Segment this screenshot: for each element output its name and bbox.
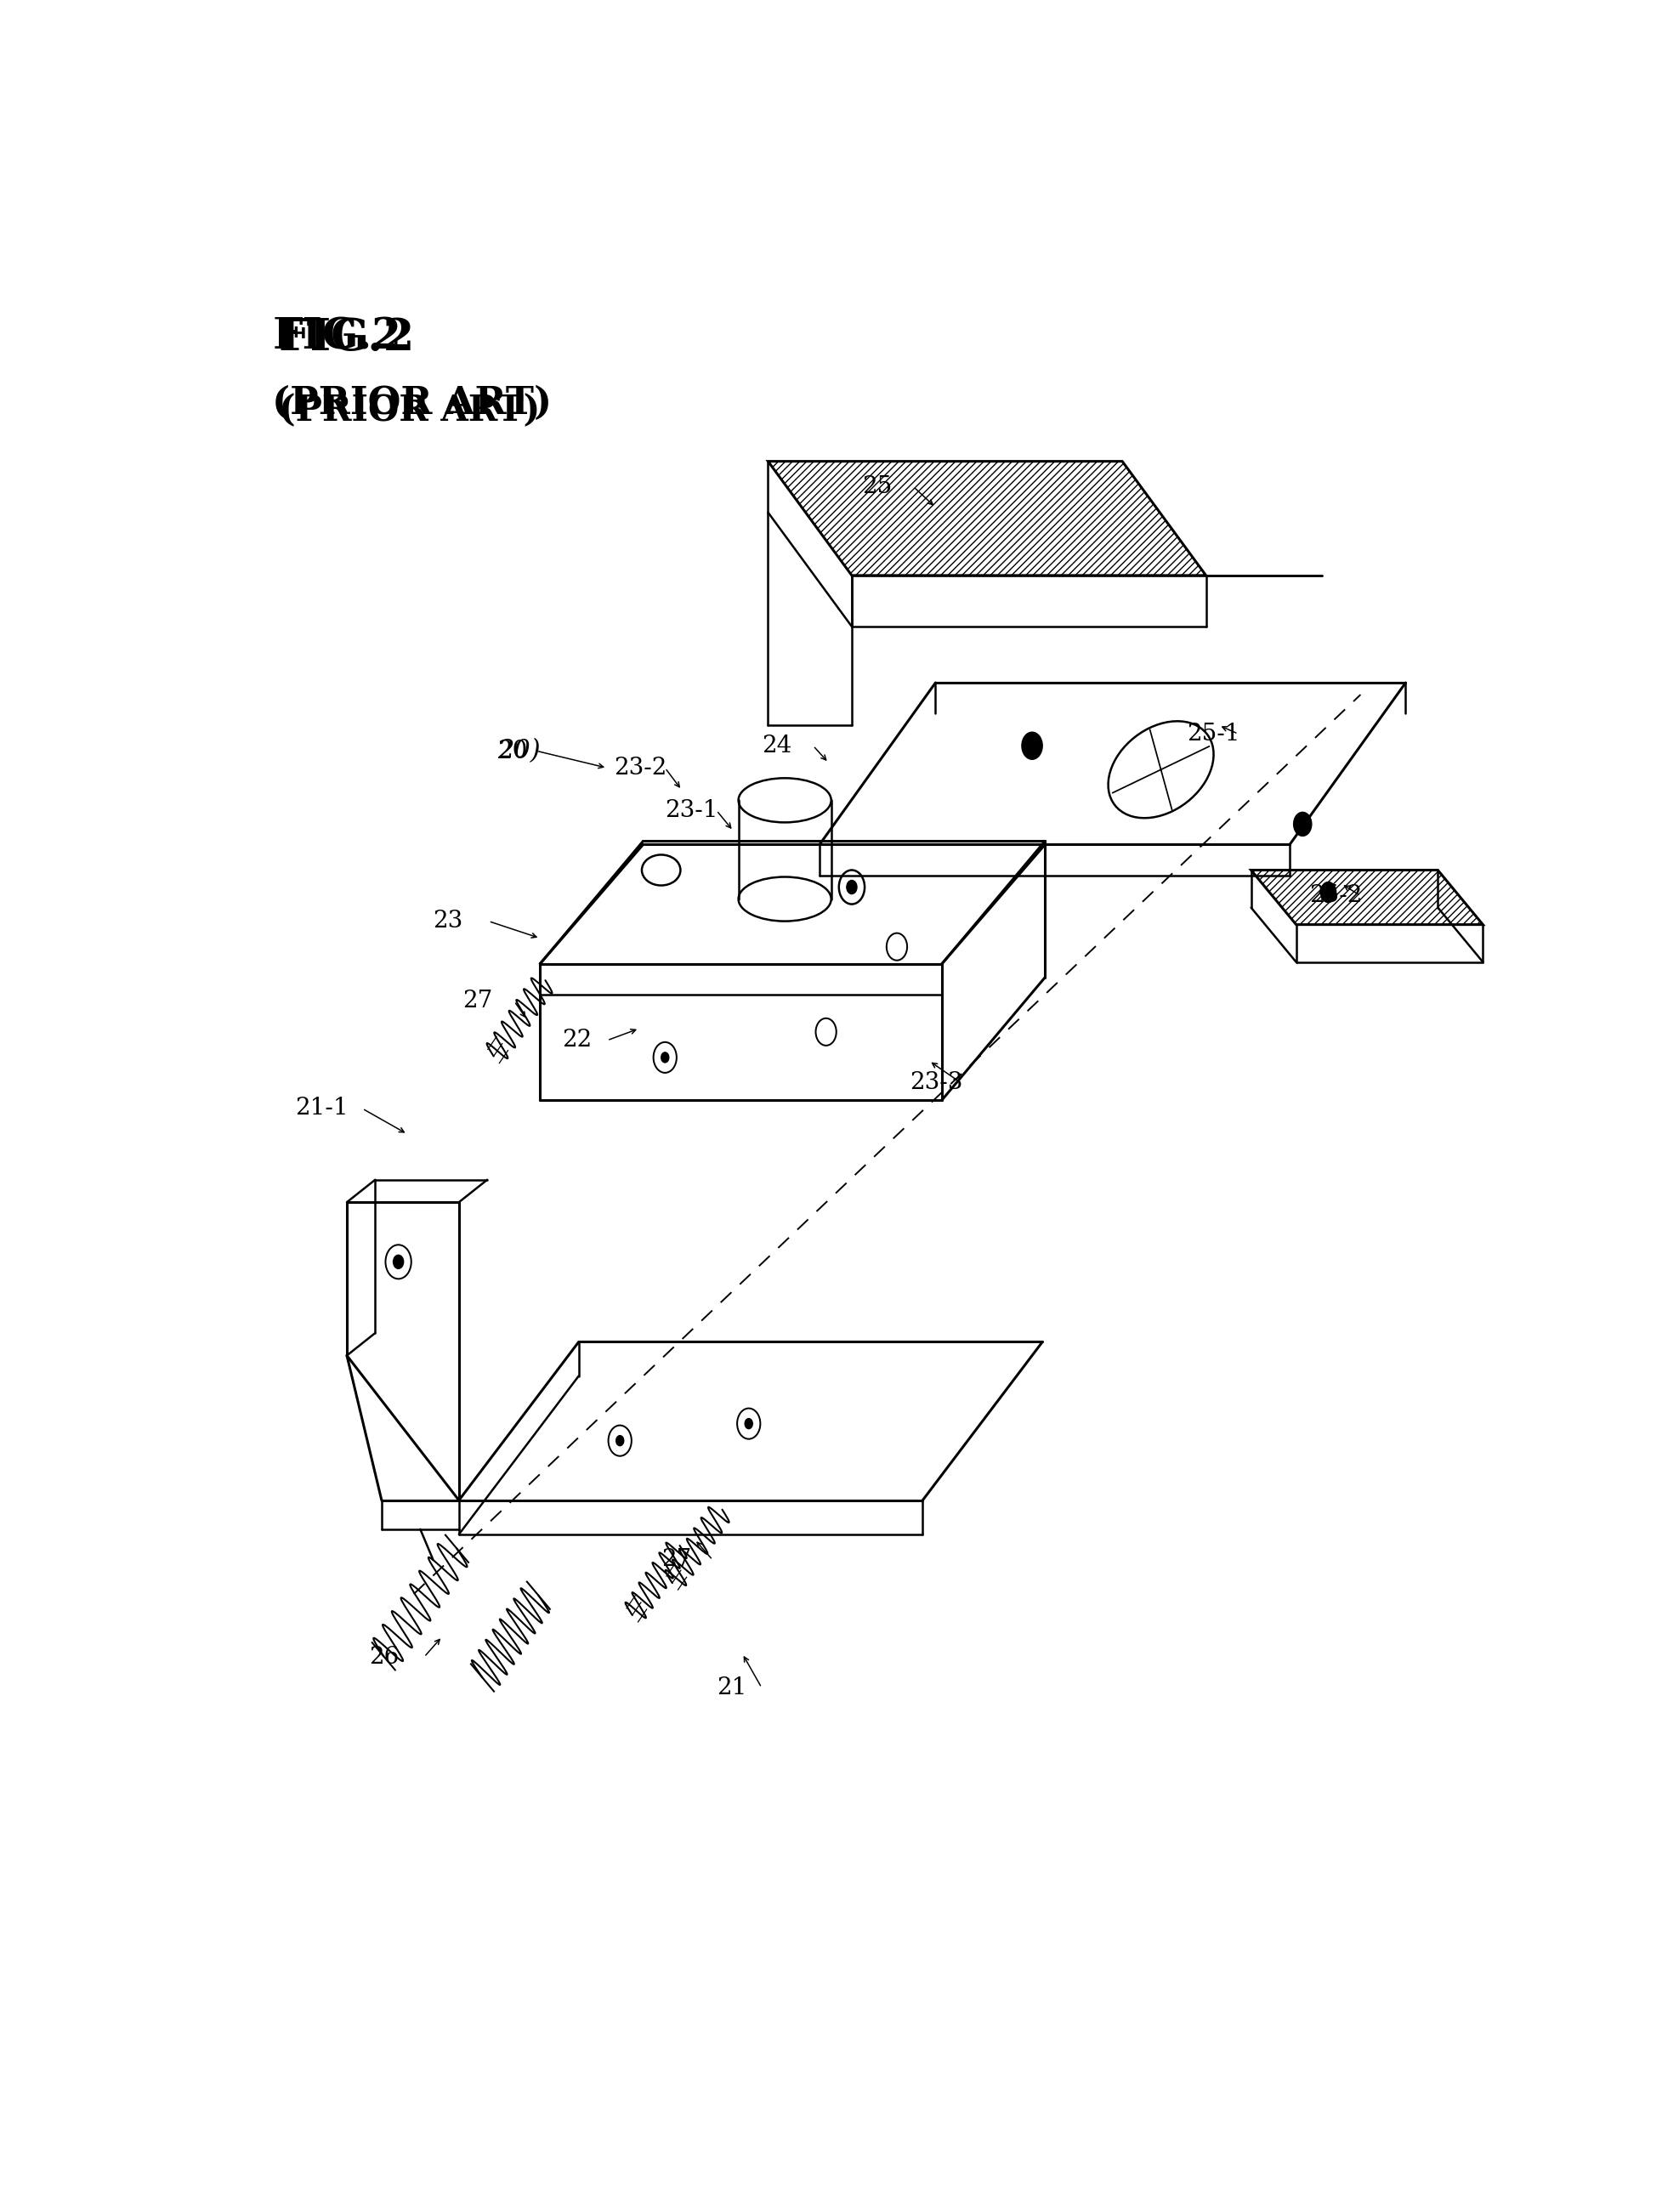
Circle shape [394, 1254, 404, 1270]
Text: 27: 27 [661, 1548, 691, 1571]
Circle shape [661, 1053, 668, 1062]
Text: 23-2: 23-2 [613, 757, 666, 779]
Circle shape [386, 1245, 411, 1279]
Circle shape [839, 869, 864, 905]
Circle shape [1293, 812, 1311, 836]
Circle shape [738, 1409, 760, 1440]
Text: 23-3: 23-3 [909, 1071, 962, 1095]
Text: 27: 27 [462, 989, 494, 1013]
Circle shape [617, 1436, 623, 1447]
Text: 25-1: 25-1 [1187, 723, 1240, 745]
Ellipse shape [738, 779, 831, 823]
Text: 23-1: 23-1 [665, 799, 718, 823]
Circle shape [745, 1418, 753, 1429]
Circle shape [1022, 732, 1042, 759]
Text: 25: 25 [863, 476, 892, 498]
Text: FIG.2: FIG.2 [279, 316, 416, 361]
Text: 21-1: 21-1 [296, 1097, 349, 1119]
Ellipse shape [642, 854, 680, 885]
Ellipse shape [1109, 721, 1213, 818]
Circle shape [653, 1042, 676, 1073]
Polygon shape [768, 462, 1207, 575]
Text: 20: 20 [497, 739, 527, 763]
Polygon shape [1251, 869, 1483, 925]
Ellipse shape [738, 876, 831, 920]
Text: FIG.2: FIG.2 [273, 316, 401, 358]
Text: 21: 21 [716, 1677, 746, 1699]
Circle shape [1321, 883, 1336, 902]
Text: 25-2: 25-2 [1310, 885, 1363, 907]
Circle shape [886, 933, 907, 960]
Circle shape [816, 1018, 836, 1046]
Circle shape [846, 880, 858, 894]
Text: 24: 24 [761, 734, 791, 757]
Text: 22: 22 [562, 1029, 592, 1053]
Text: 23: 23 [434, 909, 464, 933]
Text: 20): 20) [497, 737, 540, 763]
Circle shape [608, 1425, 632, 1455]
Text: 26: 26 [369, 1646, 399, 1668]
Text: (PRIOR ART): (PRIOR ART) [279, 394, 540, 429]
Text: (PRIOR ART): (PRIOR ART) [273, 385, 552, 420]
